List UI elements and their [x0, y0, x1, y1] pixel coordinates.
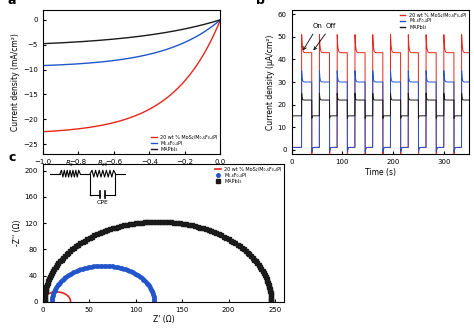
Legend: 20 wt % MoS₂/M₀.₆F₀.₄PI, M₀.₆F₀.₄PI, MAPbI₃: 20 wt % MoS₂/M₀.₆F₀.₄PI, M₀.₆F₀.₄PI, MAP…	[151, 134, 218, 152]
Text: Off: Off	[314, 23, 337, 50]
X-axis label: Potential (V vs. SCE): Potential (V vs. SCE)	[92, 168, 171, 177]
Y-axis label: -Z'' (Ω): -Z'' (Ω)	[12, 220, 21, 246]
X-axis label: Z' (Ω): Z' (Ω)	[153, 316, 174, 324]
Text: c: c	[9, 151, 16, 164]
X-axis label: Time (s): Time (s)	[365, 168, 396, 177]
Text: a: a	[7, 0, 16, 7]
Y-axis label: Current density (μA/cm²): Current density (μA/cm²)	[266, 34, 275, 130]
Text: On: On	[303, 23, 323, 50]
Text: b: b	[256, 0, 265, 7]
Y-axis label: Current density (mA/cm²): Current density (mA/cm²)	[11, 33, 20, 131]
Legend: 20 wt % MoS₂/M₀.₆F₀.₄PI, M₀.₆F₀.₄PI, MAPbI₃: 20 wt % MoS₂/M₀.₆F₀.₄PI, M₀.₆F₀.₄PI, MAP…	[215, 166, 282, 184]
Legend: 20 wt % MoS₂/M₀.₆F₀.₄PI, M₀.₆F₀.₄PI, MAPbI₃: 20 wt % MoS₂/M₀.₆F₀.₄PI, M₀.₆F₀.₄PI, MAP…	[400, 12, 467, 30]
